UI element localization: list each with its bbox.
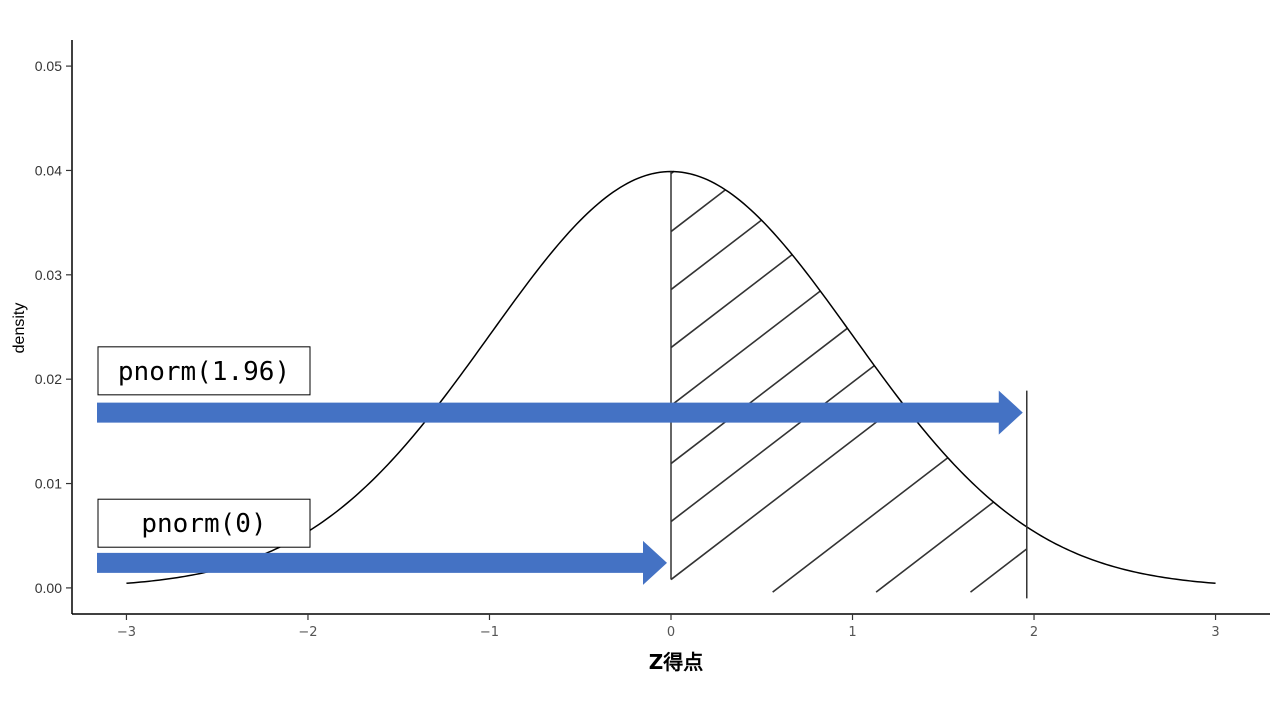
hatch-line (875, 501, 995, 593)
annotation-arrow (97, 540, 667, 585)
annotation-arrow (97, 390, 1023, 435)
annotation-label-box (97, 346, 311, 396)
hatch-line (670, 327, 848, 465)
hatch-line (772, 456, 949, 593)
x-axis-label: Z得点 (649, 650, 704, 674)
y-axis-ticks: 0.00 0.01 0.02 0.03 0.04 0.05 (35, 58, 72, 596)
hatch-line (670, 290, 821, 407)
x-tick-label: −3 (117, 625, 136, 640)
x-tick-label: 2 (1030, 625, 1038, 640)
x-axis-ticks: −3 −2 −1 0 1 2 3 (117, 614, 1220, 640)
annotation-label-box (97, 498, 311, 548)
hatch-line (670, 401, 903, 581)
hatch-lines (670, 170, 1027, 593)
y-tick-label: 0.02 (35, 371, 62, 387)
x-tick-label: 3 (1211, 625, 1219, 640)
y-tick-label: 0.03 (35, 267, 62, 283)
annotation-layer: pnorm(1.96) pnorm(0) (97, 346, 1023, 585)
hatch-line (670, 253, 793, 349)
hatch-line (970, 548, 1027, 593)
x-tick-label: −2 (298, 625, 317, 640)
hatch-line (670, 219, 762, 291)
x-tick-label: 0 (667, 625, 675, 640)
x-tick-label: 1 (848, 625, 856, 640)
annotation-label: pnorm(1.96) (118, 357, 290, 387)
y-tick-label: 0.04 (35, 162, 62, 178)
y-tick-label: 0.00 (35, 580, 62, 596)
y-tick-label: 0.01 (35, 476, 62, 492)
hatch-line (670, 364, 875, 523)
y-axis-label: density (11, 303, 28, 354)
y-tick-label: 0.05 (35, 58, 62, 74)
hatch-line (670, 189, 726, 233)
x-tick-label: −1 (480, 625, 499, 640)
annotation-label: pnorm(0) (141, 509, 266, 539)
